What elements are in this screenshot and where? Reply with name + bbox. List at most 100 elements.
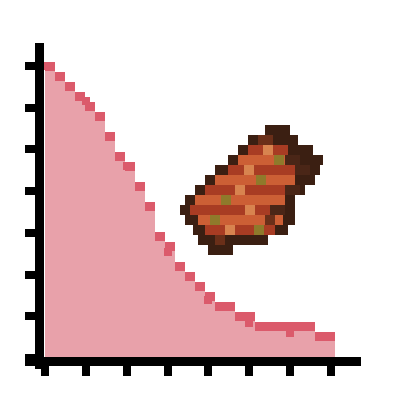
meat-pixel xyxy=(256,175,266,185)
area-column xyxy=(205,300,215,358)
meat-pixel xyxy=(210,215,220,225)
meat-pixel xyxy=(285,185,300,195)
area-top-line xyxy=(45,62,55,71)
area-column xyxy=(285,330,295,358)
meat-pixel xyxy=(221,195,231,205)
area-top-line xyxy=(105,132,115,141)
area-top-line xyxy=(265,322,275,331)
data-point xyxy=(286,329,294,337)
area-column xyxy=(255,330,265,358)
meat-pixel xyxy=(245,205,255,215)
area-column xyxy=(195,290,205,358)
area-column xyxy=(145,210,155,358)
y-tick xyxy=(25,145,37,153)
axis-layer xyxy=(25,43,361,376)
meat-pixel xyxy=(238,155,293,165)
area-column xyxy=(175,270,185,358)
area-column xyxy=(235,320,245,358)
area-top-line xyxy=(55,72,65,81)
x-tick xyxy=(123,366,131,376)
meat-pixel xyxy=(205,185,290,195)
data-point xyxy=(164,248,172,256)
data-point xyxy=(123,162,131,170)
meat-pixel xyxy=(190,205,285,215)
x-tick xyxy=(82,366,90,376)
area-top-line xyxy=(305,322,315,331)
x-tick xyxy=(164,366,172,376)
x-axis-line xyxy=(25,357,361,366)
area-top-line xyxy=(95,112,105,121)
area-top-line xyxy=(255,322,265,331)
area-top-line xyxy=(195,282,205,291)
meat-pixel xyxy=(205,225,275,235)
area-column xyxy=(275,330,285,358)
x-tick xyxy=(204,366,212,376)
x-tick xyxy=(245,366,253,376)
meat-pixel xyxy=(195,195,285,205)
area-top-line xyxy=(235,312,245,321)
area-column xyxy=(245,320,255,358)
y-axis-line xyxy=(35,43,44,369)
data-point xyxy=(82,97,90,105)
meat-pixel xyxy=(295,165,310,175)
area-column xyxy=(65,90,75,358)
data-point xyxy=(245,319,253,327)
meat-pixel xyxy=(254,225,264,235)
area-top-line xyxy=(245,312,255,321)
area-top-line xyxy=(165,242,175,251)
area-column xyxy=(115,160,125,358)
area-column xyxy=(155,240,165,358)
area-top-line xyxy=(215,302,225,311)
meat-pixel xyxy=(235,185,245,195)
area-column xyxy=(325,340,335,358)
area-column xyxy=(215,310,225,358)
area-column xyxy=(85,110,95,358)
area-top-line xyxy=(155,232,165,241)
area-column xyxy=(305,330,315,358)
area-column xyxy=(225,310,235,358)
meat-pixel xyxy=(263,145,273,155)
area-column xyxy=(295,330,305,358)
meat-pixel xyxy=(270,205,285,215)
area-column xyxy=(165,250,175,358)
area-column xyxy=(125,170,135,358)
meat-pixel xyxy=(285,155,300,165)
y-tick xyxy=(25,229,37,237)
meat-pixel xyxy=(265,125,290,135)
meat-pixel xyxy=(215,175,295,185)
area-top-line xyxy=(65,82,75,91)
area-top-line xyxy=(275,322,285,331)
area-top-line xyxy=(315,332,325,341)
area-top-line xyxy=(115,152,125,161)
y-tick xyxy=(25,271,37,279)
data-point xyxy=(41,62,49,70)
meat-pixel xyxy=(244,165,254,175)
x-tick xyxy=(41,366,49,376)
y-tick xyxy=(25,312,37,320)
meat-pixel xyxy=(208,245,233,255)
area-top-line xyxy=(75,92,85,101)
area-column xyxy=(315,340,325,358)
area-top-line xyxy=(175,262,185,271)
area-column xyxy=(75,100,85,358)
area-column xyxy=(55,80,65,358)
meat-pixel xyxy=(225,225,235,235)
y-tick xyxy=(25,62,37,70)
y-tick xyxy=(25,187,37,195)
meat-pixel xyxy=(274,155,284,165)
area-column xyxy=(265,330,275,358)
area-top-line xyxy=(85,102,95,111)
cooked-meat-pixel-icon xyxy=(180,125,323,255)
area-column xyxy=(95,120,105,358)
area-layer xyxy=(41,62,335,358)
area-top-line xyxy=(285,322,295,331)
area-top-line xyxy=(145,202,155,211)
area-top-line xyxy=(225,302,235,311)
meat-pixel xyxy=(265,215,275,225)
data-point xyxy=(327,333,335,341)
meat-pixel xyxy=(198,215,283,225)
x-tick xyxy=(286,366,294,376)
area-column xyxy=(105,140,115,358)
